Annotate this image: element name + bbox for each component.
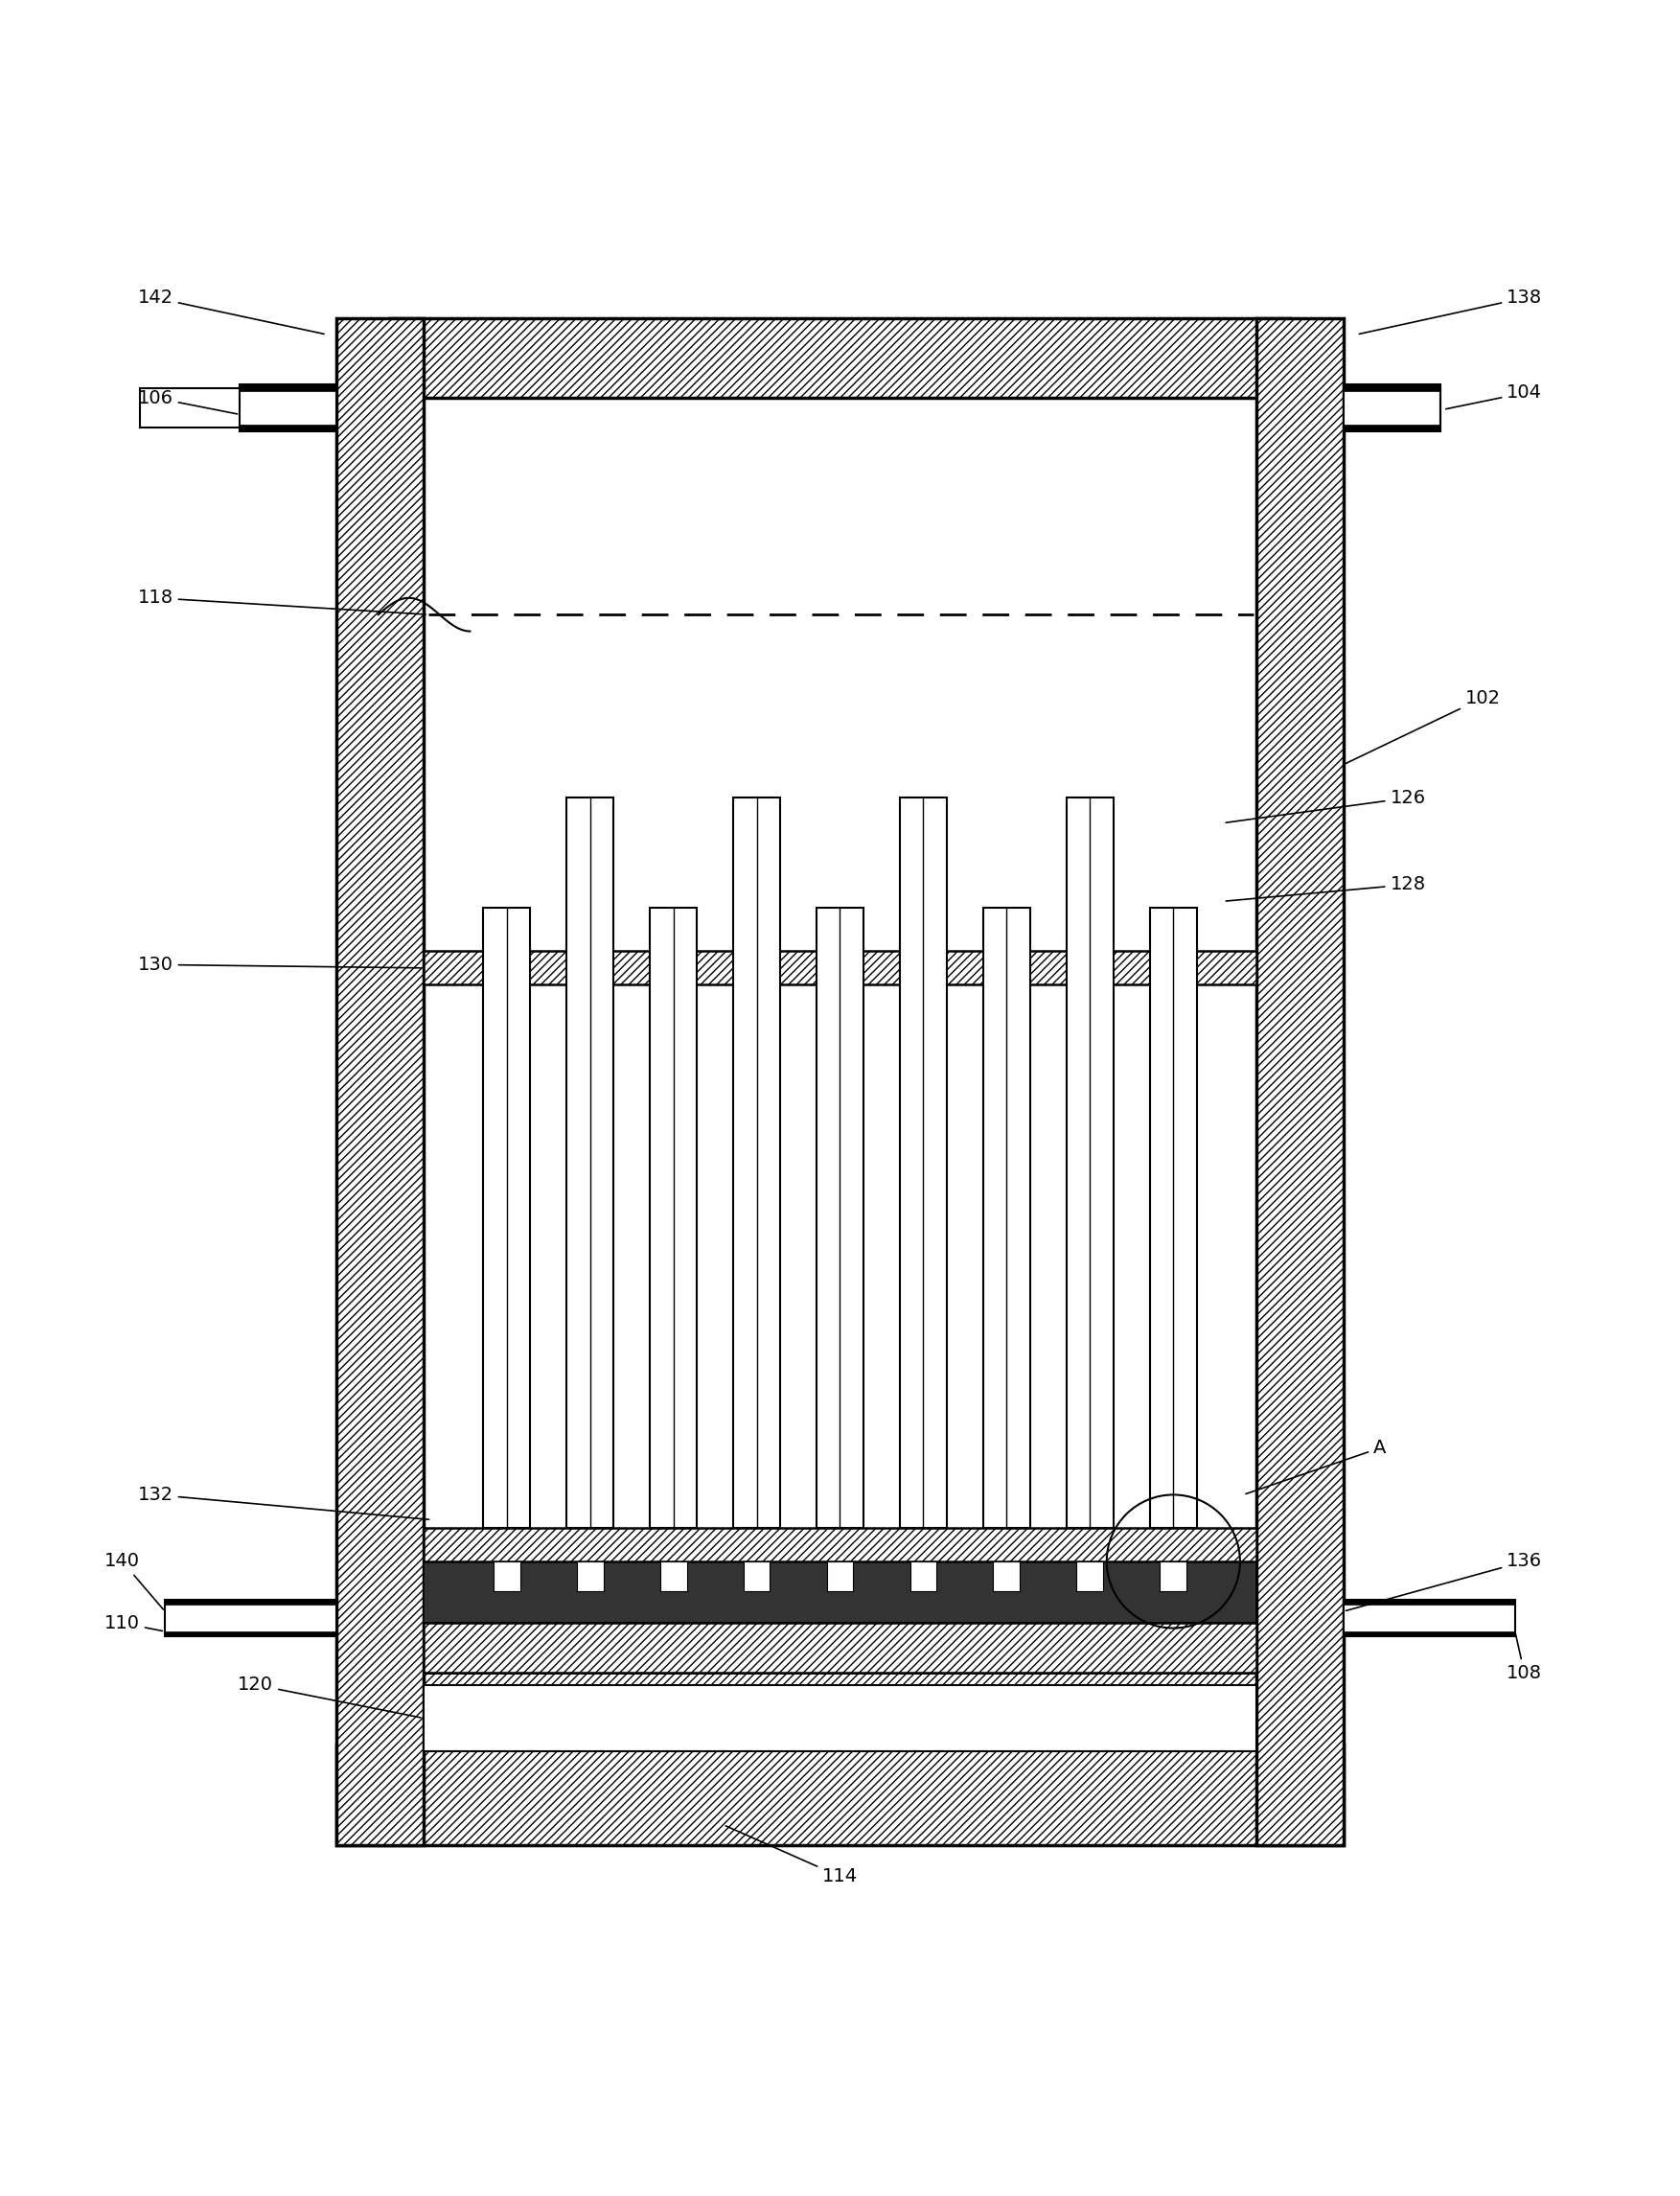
Bar <box>827 1561 853 1592</box>
Bar <box>423 1528 1257 1561</box>
Bar <box>336 318 423 1845</box>
Text: 142: 142 <box>138 288 324 334</box>
Text: 102: 102 <box>1346 690 1500 764</box>
Bar <box>240 384 336 391</box>
Text: 140: 140 <box>104 1553 163 1610</box>
Bar <box>1344 1599 1515 1636</box>
Text: 120: 120 <box>239 1676 420 1717</box>
Text: 104: 104 <box>1446 384 1542 408</box>
Bar <box>1159 1561 1186 1592</box>
Text: 110: 110 <box>104 1614 163 1632</box>
Text: 108: 108 <box>1507 1634 1542 1682</box>
Bar <box>165 1599 336 1605</box>
Bar <box>423 1561 1257 1623</box>
Text: 114: 114 <box>726 1825 858 1886</box>
Bar <box>1257 318 1344 1845</box>
Bar <box>423 1623 1257 1673</box>
Bar <box>576 1561 603 1592</box>
Bar <box>1344 384 1440 391</box>
Bar <box>484 907 529 1528</box>
Bar <box>900 797 946 1528</box>
Bar <box>1151 907 1196 1528</box>
Bar <box>734 797 780 1528</box>
Text: 126: 126 <box>1226 788 1426 824</box>
Bar <box>165 1599 336 1636</box>
Bar <box>566 797 613 1528</box>
Bar <box>1067 797 1114 1528</box>
Bar <box>494 1561 521 1592</box>
Text: A: A <box>1247 1438 1386 1493</box>
Bar <box>911 1561 937 1592</box>
Bar <box>240 424 336 430</box>
Text: 106: 106 <box>138 389 237 415</box>
Bar <box>993 1561 1020 1592</box>
Bar <box>423 951 1257 984</box>
Text: 128: 128 <box>1226 876 1426 900</box>
Bar <box>1344 1599 1515 1605</box>
Bar <box>336 1673 1344 1761</box>
Bar <box>1077 1561 1104 1592</box>
Text: 132: 132 <box>138 1487 428 1520</box>
Bar <box>165 1632 336 1636</box>
Bar <box>240 384 336 430</box>
Bar <box>423 397 1257 1746</box>
Bar <box>743 1561 769 1592</box>
Bar <box>390 318 1290 397</box>
Text: 130: 130 <box>138 955 420 973</box>
Text: 138: 138 <box>1359 288 1542 334</box>
Text: 136: 136 <box>1346 1553 1542 1610</box>
Bar <box>1344 424 1440 430</box>
Bar <box>423 1684 1257 1752</box>
Bar <box>650 907 697 1528</box>
Bar <box>983 907 1030 1528</box>
Bar <box>1344 384 1440 430</box>
Text: 118: 118 <box>138 589 425 615</box>
Bar <box>336 1746 1344 1845</box>
Bar <box>816 907 864 1528</box>
Bar <box>1344 1632 1515 1636</box>
Bar <box>660 1561 687 1592</box>
